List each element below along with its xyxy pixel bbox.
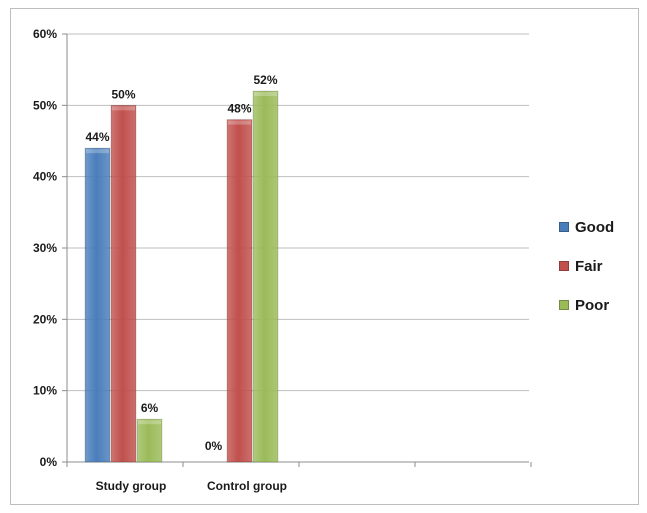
x-category-label: Study group [96,479,167,493]
y-tick-label: 50% [33,98,57,112]
legend-item: Poor [559,295,647,315]
bar-chart: 0% 10% 20% 30% 40% 50% 60% 44% 50% 6% Study group 0… [33,27,532,493]
y-tick-label: 40% [33,170,57,184]
data-label: 6% [141,401,159,415]
y-tick-label: 30% [33,241,57,255]
data-label: 50% [111,87,135,101]
legend-swatch [559,261,569,271]
bar-fair [226,119,253,463]
data-label: 0% [205,439,223,453]
legend-label: Fair [575,257,603,275]
data-label: 44% [85,130,109,144]
legend-swatch [559,300,569,310]
bar-bevel [228,120,251,125]
bar-bevel [138,420,161,425]
legend-label: Poor [575,296,610,314]
bar-fair [110,104,137,463]
x-category-label: Control group [207,479,287,493]
chart-frame: 0% 10% 20% 30% 40% 50% 60% 44% 50% 6% Study group 0… [10,8,639,505]
legend-item: Fair [559,256,647,276]
legend-swatch [559,222,569,232]
y-tick-label: 20% [33,312,57,326]
bar-bevel [112,106,135,111]
bar-bevel [86,149,109,154]
bar-bevel [254,92,277,97]
legend-item: Good [559,217,647,237]
data-label: 52% [253,73,277,87]
legend: Good Fair Poor [559,217,647,334]
data-label: 48% [227,102,251,116]
legend-label: Good [575,218,615,236]
bar-good [84,147,111,463]
y-tick-label: 60% [33,27,57,41]
y-tick-label: 10% [33,384,57,398]
bar-poor [136,418,163,463]
y-tick-label: 0% [40,455,58,469]
bar-poor [252,90,279,463]
